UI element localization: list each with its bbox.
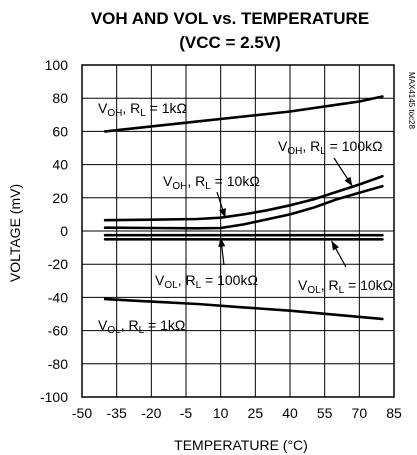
- grid: [82, 65, 394, 397]
- annotation-label: VOL, RL = 1kΩ: [98, 317, 185, 336]
- y-axis-label: VOLTAGE (mV): [7, 184, 23, 282]
- series-line: [103, 95, 384, 133]
- x-axis-label: TEMPERATURE (°C): [174, 437, 308, 453]
- y-tick-label: -100: [40, 389, 68, 405]
- x-tick-label: 70: [352, 405, 368, 421]
- x-tick-label: -50: [72, 405, 92, 421]
- x-tick-label: -35: [107, 405, 127, 421]
- annotation-label: VOH, RL = 1kΩ: [98, 100, 187, 119]
- watermark: MAX4145 toc28: [407, 72, 416, 129]
- annotation-arrowhead: [331, 240, 340, 251]
- series-lines: [103, 95, 384, 321]
- annotation-arrows: [216, 157, 353, 268]
- y-tick-label: -40: [48, 289, 68, 305]
- x-tick-label: 25: [248, 405, 264, 421]
- annotation-arrowhead: [218, 237, 226, 247]
- x-tick-label: 40: [282, 405, 298, 421]
- series-line: [103, 297, 384, 321]
- series-line: [103, 174, 384, 222]
- y-tick-label: 60: [52, 123, 68, 139]
- y-tick-label: 100: [45, 57, 69, 73]
- annotation-label: VOH, RL = 100kΩ: [278, 138, 383, 157]
- plot-frame: [81, 64, 395, 398]
- x-tick-label: 55: [317, 405, 333, 421]
- x-tick-label: 10: [213, 405, 229, 421]
- series-line: [103, 184, 384, 230]
- y-tick-label: 0: [60, 223, 68, 239]
- chart-title: VOH AND VOL vs. TEMPERATURE: [91, 9, 369, 28]
- y-tick-label: 20: [52, 190, 68, 206]
- x-tick-label: -5: [180, 405, 193, 421]
- x-tick-label: -20: [141, 405, 161, 421]
- y-tick-label: -60: [48, 323, 68, 339]
- chart-subtitle: (VCC = 2.5V): [179, 33, 281, 52]
- annotation-label: VOL, RL = 10kΩ: [298, 277, 393, 296]
- y-tick-label: 80: [52, 90, 68, 106]
- y-tick-label: 40: [52, 157, 68, 173]
- tick-labels: 100 80 60 40 20 0 -20 -40 -60 -80 -100-50 -35 -20 -5 1…: [40, 57, 402, 421]
- annotation-label: VOH, RL = 10kΩ: [163, 173, 260, 192]
- annotation-arrowhead: [219, 208, 226, 218]
- annotation-label: VOL, RL = 100kΩ: [155, 272, 258, 291]
- annotation-arrowhead: [344, 176, 353, 187]
- x-tick-label: 85: [386, 405, 402, 421]
- y-tick-label: -80: [48, 356, 68, 372]
- annotation-labels: VOH, RL = 1kΩ VOH, RL = 10kΩ VOH, RL = 100…: [98, 100, 393, 336]
- y-tick-label: -20: [48, 256, 68, 272]
